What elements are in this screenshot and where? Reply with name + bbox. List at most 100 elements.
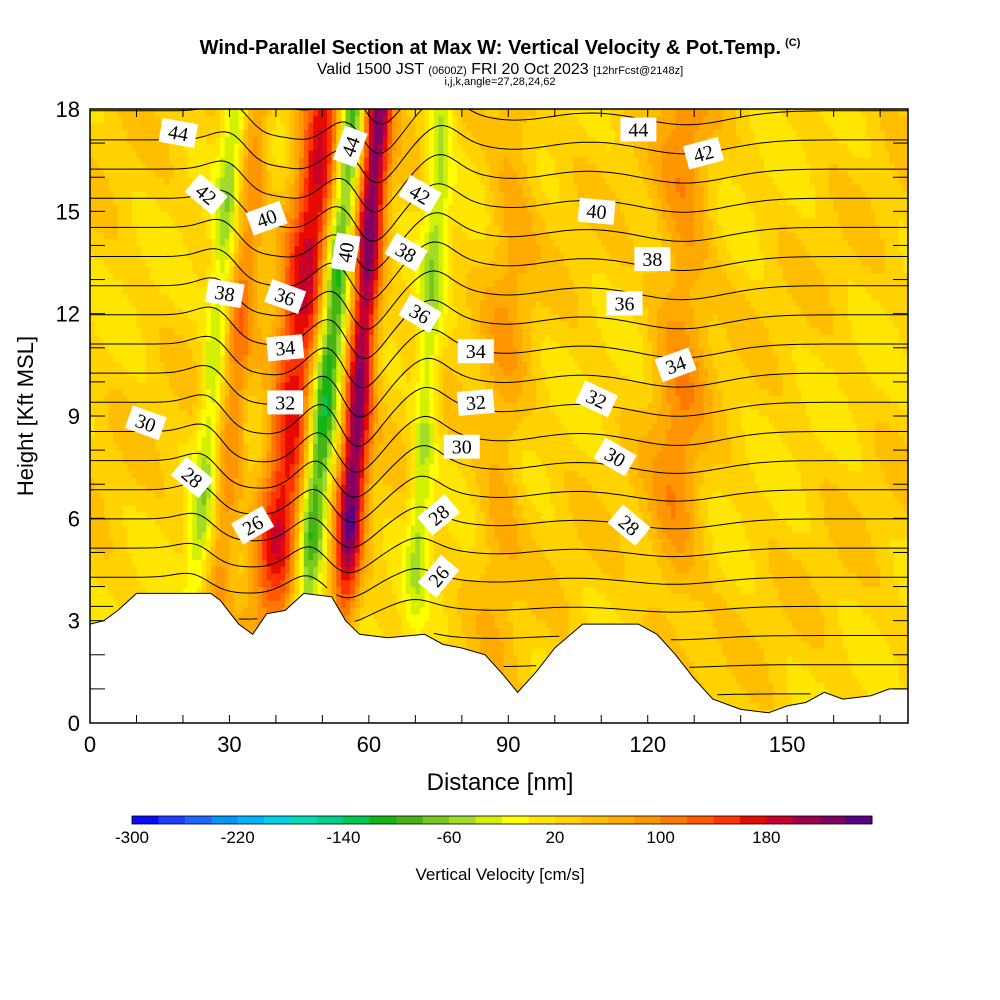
velocity-cell: [252, 429, 258, 438]
velocity-cell: [103, 109, 110, 117]
velocity-cell: [266, 531, 272, 540]
velocity-cell: [113, 252, 119, 260]
velocity-cell: [173, 361, 179, 369]
velocity-cell: [173, 143, 179, 151]
velocity-cell: [234, 156, 240, 165]
velocity-cell: [215, 313, 221, 322]
velocity-cell: [127, 190, 133, 199]
velocity-cell: [113, 320, 119, 328]
velocity-cell: [141, 361, 147, 369]
velocity-cell: [94, 436, 100, 444]
velocity-cell: [178, 286, 184, 294]
velocity-cell: [90, 470, 96, 478]
velocity-cell: [289, 136, 296, 144]
velocity-cell: [248, 375, 254, 383]
velocity-cell: [340, 422, 347, 431]
velocity-cell: [275, 470, 282, 478]
velocity-cell: [220, 368, 226, 376]
velocity-cell: [173, 354, 179, 363]
velocity-cell: [178, 334, 184, 342]
velocity-cell: [229, 143, 235, 151]
velocity-cell: [108, 170, 114, 178]
velocity-cell: [169, 463, 175, 472]
velocity-cell: [238, 552, 244, 560]
velocity-cell: [178, 313, 184, 322]
velocity-cell: [150, 245, 156, 253]
velocity-cell: [322, 518, 328, 526]
velocity-cell: [257, 115, 263, 124]
velocity-cell: [122, 163, 128, 171]
velocity-cell: [243, 388, 249, 397]
velocity-cell: [173, 184, 179, 192]
velocity-cell: [210, 470, 217, 478]
velocity-cell: [289, 327, 296, 335]
velocity-cell: [159, 477, 165, 485]
valid-prefix: Valid 1500 JST: [316, 61, 424, 78]
velocity-cell: [303, 177, 310, 185]
velocity-cell: [182, 518, 189, 526]
velocity-cell: [289, 190, 296, 199]
velocity-cell: [257, 456, 263, 465]
velocity-cell: [169, 163, 175, 171]
velocity-cell: [187, 511, 193, 519]
velocity-cell: [187, 306, 193, 315]
velocity-cell: [90, 613, 96, 622]
velocity-cell: [331, 163, 337, 171]
velocity-cell: [127, 265, 133, 274]
velocity-cell: [159, 470, 165, 478]
velocity-cell: [285, 586, 291, 594]
velocity-cell: [257, 313, 263, 322]
velocity-cell: [136, 211, 142, 219]
velocity-cell: [117, 395, 124, 403]
velocity-cell: [103, 525, 110, 533]
velocity-cell: [285, 170, 291, 178]
velocity-cell: [215, 361, 221, 369]
velocity-cell: [169, 559, 175, 567]
velocity-cell: [308, 231, 314, 240]
velocity-cell: [155, 463, 161, 472]
velocity-cell: [150, 388, 156, 397]
velocity-cell: [192, 531, 198, 540]
velocity-cell: [313, 327, 319, 335]
velocity-cell: [215, 115, 221, 124]
velocity-cell: [336, 593, 342, 601]
velocity-cell: [313, 518, 319, 526]
velocity-cell: [201, 279, 207, 287]
velocity-cell: [280, 381, 286, 390]
velocity-cell: [299, 320, 305, 328]
velocity-cell: [340, 272, 347, 281]
velocity-cell: [103, 252, 110, 260]
velocity-cell: [94, 586, 100, 594]
velocity-cell: [285, 184, 291, 192]
velocity-cell: [252, 170, 258, 178]
velocity-cell: [248, 497, 254, 506]
velocity-cell: [131, 279, 138, 287]
velocity-cell: [215, 375, 221, 383]
velocity-cell: [103, 593, 110, 601]
velocity-cell: [206, 347, 212, 356]
velocity-cell: [94, 340, 100, 349]
velocity-cell: [122, 129, 128, 137]
velocity-cell: [117, 572, 124, 581]
velocity-cell: [308, 279, 314, 287]
velocity-cell: [201, 143, 207, 151]
velocity-cell: [266, 470, 272, 478]
velocity-cell: [289, 368, 296, 376]
velocity-cell: [127, 436, 133, 444]
velocity-cell: [215, 170, 221, 178]
velocity-cell: [206, 538, 212, 547]
velocity-cell: [155, 566, 161, 574]
velocity-cell: [155, 129, 161, 137]
velocity-cell: [234, 361, 240, 369]
velocity-cell: [313, 143, 319, 151]
velocity-cell: [336, 375, 342, 383]
velocity-cell: [313, 395, 319, 403]
velocity-cell: [187, 327, 193, 335]
velocity-cell: [103, 429, 110, 438]
velocity-cell: [322, 579, 328, 588]
velocity-cell: [150, 579, 156, 588]
velocity-cell: [150, 293, 156, 301]
velocity-cell: [192, 211, 198, 219]
velocity-cell: [299, 327, 305, 335]
velocity-cell: [113, 327, 119, 335]
